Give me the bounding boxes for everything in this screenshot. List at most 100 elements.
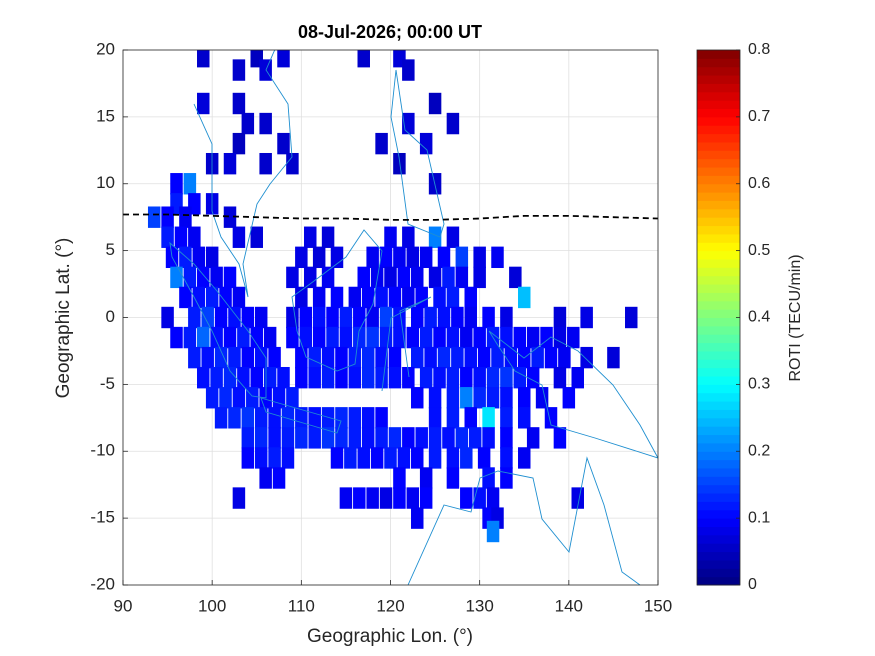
roti-cell <box>188 346 201 369</box>
coastline <box>407 456 641 585</box>
colorbar-swatch <box>697 83 740 93</box>
roti-cell <box>241 306 255 329</box>
roti-cell <box>223 266 237 289</box>
colorbar-swatch <box>697 275 740 285</box>
roti-cell <box>535 387 549 409</box>
y-tick-label: 10 <box>96 173 115 192</box>
chart-title: 08-Jul-2026; 00:00 UT <box>298 22 482 42</box>
roti-cell <box>473 326 486 349</box>
roti-cell <box>308 366 321 389</box>
y-tick-label: -5 <box>100 374 115 393</box>
roti-cell <box>361 366 375 389</box>
roti-cell <box>228 306 241 329</box>
roti-cell <box>531 346 544 369</box>
colorbar-swatch <box>697 192 740 201</box>
roti-cell <box>353 487 366 509</box>
roti-cell <box>518 447 531 469</box>
roti-cell <box>286 266 299 289</box>
roti-cell <box>419 487 433 509</box>
colorbar-swatch <box>697 359 740 369</box>
roti-cell <box>277 366 290 389</box>
colorbar-swatch <box>697 317 740 327</box>
coastline <box>260 397 342 434</box>
y-tick-label: 20 <box>96 39 115 58</box>
roti-cell <box>553 306 567 329</box>
roti-cell <box>348 366 362 389</box>
colorbar-swatch <box>697 526 740 536</box>
roti-cell <box>388 366 402 389</box>
roti-cell <box>268 346 281 369</box>
roti-cell <box>477 447 491 469</box>
roti-cell <box>460 387 473 409</box>
roti-cell <box>263 366 277 389</box>
colorbar-swatch <box>697 559 740 569</box>
roti-cell <box>179 286 192 309</box>
roti-cell <box>277 50 290 68</box>
roti-cell <box>491 346 504 369</box>
roti-cell <box>197 366 210 389</box>
roti-cell <box>518 387 531 409</box>
roti-cell <box>379 246 393 269</box>
roti-cell <box>232 59 246 81</box>
colorbar-swatch <box>697 518 740 527</box>
colorbar-swatch <box>697 376 740 385</box>
roti-cell <box>486 366 500 389</box>
roti-cell <box>428 226 442 248</box>
coastline <box>291 229 383 372</box>
colorbar-swatch <box>697 300 740 310</box>
x-axis-label: Geographic Lon. (°) <box>307 626 473 647</box>
colorbar: 0 0.1 0.2 0.3 0.4 0.5 0.6 0.7 0.8 <box>696 41 770 593</box>
roti-cell <box>299 326 313 349</box>
roti-cell <box>237 326 250 349</box>
roti-cell <box>308 427 321 449</box>
roti-cell <box>183 173 197 195</box>
roti-cell <box>388 427 402 449</box>
roti-cell <box>473 387 486 409</box>
roti-cell <box>397 266 411 289</box>
roti-cell <box>326 306 339 329</box>
x-tick-label: 140 <box>555 596 583 615</box>
colorbar-swatch <box>697 116 740 126</box>
colorbar-swatch <box>697 267 740 277</box>
roti-cell <box>526 326 540 349</box>
roti-cell <box>361 427 375 449</box>
roti-cell <box>250 366 263 389</box>
roti-cell <box>428 407 442 429</box>
roti-cell <box>500 326 513 349</box>
roti-cell <box>446 407 460 429</box>
colorbar-swatch <box>697 258 740 268</box>
roti-cell <box>228 346 241 369</box>
roti-cell <box>201 306 214 329</box>
roti-cell <box>500 467 513 489</box>
roti-cell <box>170 266 183 289</box>
roti-cell <box>286 152 299 175</box>
roti-cell <box>446 387 460 409</box>
roti-cell <box>161 206 174 228</box>
roti-cell <box>500 306 513 329</box>
colorbar-swatch <box>697 233 740 243</box>
colorbar-swatch <box>697 325 740 335</box>
roti-cell <box>455 427 469 449</box>
roti-cell <box>607 346 620 369</box>
colorbar-swatch <box>697 91 740 101</box>
roti-cell <box>357 266 370 289</box>
roti-cell <box>411 306 424 329</box>
roti-cell <box>232 286 246 309</box>
roti-cell <box>321 407 335 429</box>
roti-cell <box>295 246 308 269</box>
roti-cell <box>339 487 353 509</box>
roti-cell <box>486 487 500 509</box>
roti-cell <box>205 286 219 309</box>
colorbar-swatch <box>697 141 740 151</box>
roti-cell <box>509 266 522 289</box>
roti-cell <box>446 366 460 389</box>
y-tick-label: -15 <box>90 508 115 527</box>
roti-cell <box>335 346 348 369</box>
roti-cell <box>197 50 210 68</box>
roti-cell <box>281 407 295 429</box>
colorbar-tick-label: 0.5 <box>748 242 770 259</box>
roti-cell <box>428 387 442 409</box>
roti-cell <box>295 366 308 389</box>
roti-cell <box>205 246 219 269</box>
roti-cell <box>241 427 255 449</box>
